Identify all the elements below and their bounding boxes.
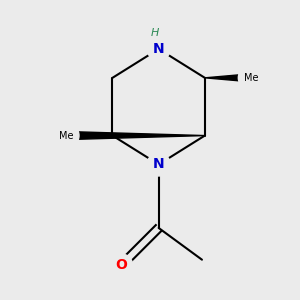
- Circle shape: [54, 123, 79, 148]
- Polygon shape: [205, 74, 251, 82]
- Text: H: H: [150, 28, 159, 38]
- Text: N: N: [153, 42, 164, 56]
- Text: Me: Me: [59, 130, 74, 141]
- Circle shape: [147, 153, 170, 176]
- Circle shape: [147, 38, 170, 61]
- Text: O: O: [115, 259, 127, 272]
- Circle shape: [238, 65, 264, 91]
- Text: Me: Me: [244, 73, 258, 83]
- Circle shape: [110, 254, 133, 277]
- Polygon shape: [66, 131, 205, 140]
- Text: N: N: [153, 158, 164, 171]
